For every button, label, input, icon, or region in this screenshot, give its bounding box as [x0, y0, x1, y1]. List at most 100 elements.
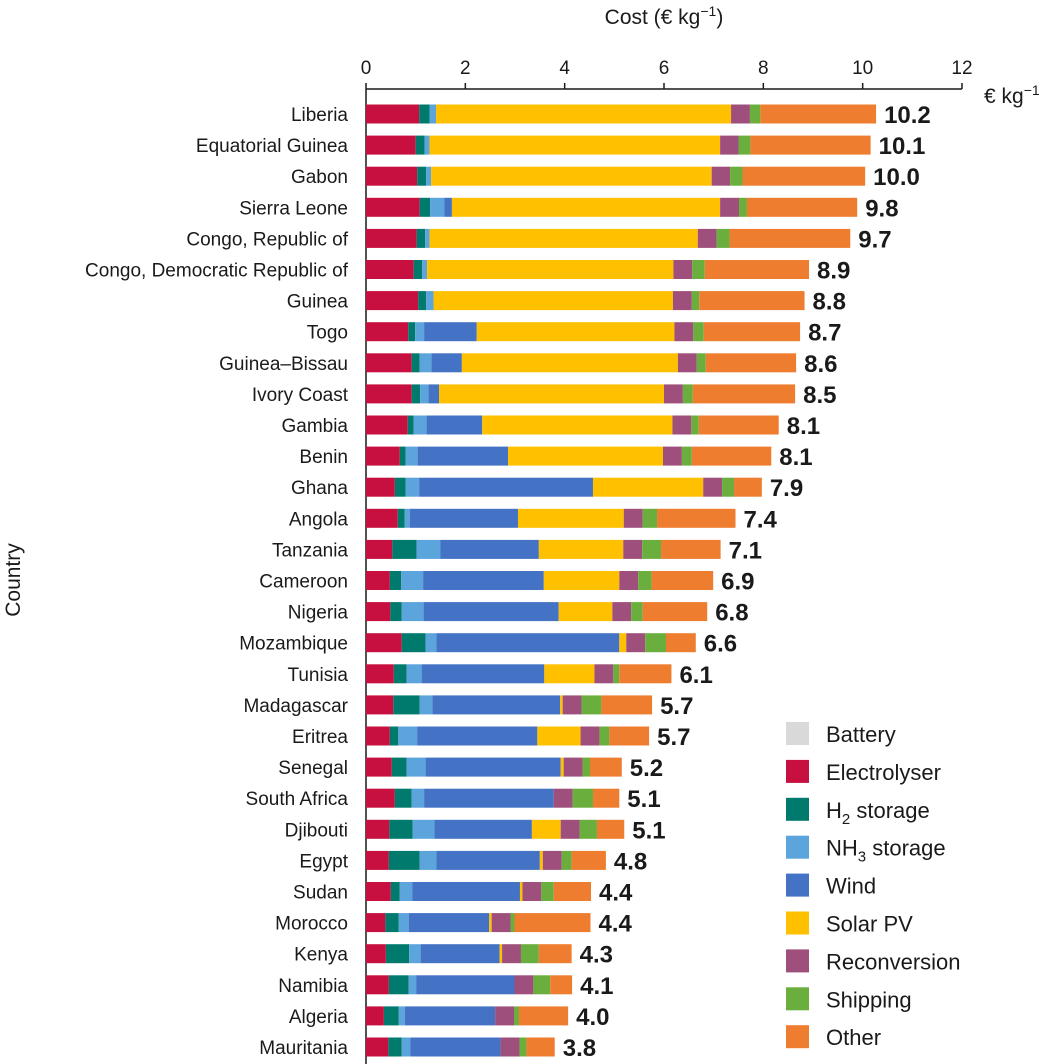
bar-segment	[541, 882, 554, 901]
bar-segment	[572, 788, 593, 808]
bar-segment	[522, 882, 542, 901]
bar-segment	[692, 384, 796, 404]
category-label: Gambia	[281, 416, 348, 437]
legend-label: Shipping	[826, 987, 912, 1012]
x-tick-label: 2	[460, 58, 471, 79]
category-label: Cameroon	[259, 572, 348, 593]
bar-segment	[410, 1037, 501, 1057]
total-label: 4.3	[580, 942, 613, 969]
bar-segment	[558, 602, 613, 622]
bar-segment	[682, 384, 693, 404]
bar-row	[366, 757, 622, 777]
bar-segment	[612, 602, 632, 622]
bar-segment	[537, 726, 581, 746]
bar-segment	[431, 166, 712, 186]
bar-segment	[594, 664, 614, 684]
bar-segment	[366, 850, 389, 870]
bar-segment	[419, 695, 433, 715]
bar-segment	[526, 1037, 555, 1057]
total-label: 4.1	[580, 973, 613, 1000]
bar-segment	[428, 384, 440, 404]
bar-segment	[366, 228, 417, 248]
total-label: 8.1	[787, 413, 820, 440]
bar-segment	[427, 260, 674, 279]
bar-row	[366, 260, 810, 279]
total-label: 8.1	[779, 444, 812, 471]
bar-segment	[677, 353, 697, 373]
bar-segment	[742, 166, 866, 186]
bar-segment	[543, 571, 620, 590]
total-label: 10.0	[873, 164, 920, 191]
bar-segment	[560, 757, 564, 777]
x-axis-title: Cost (€ kg−1)	[605, 3, 724, 29]
bar-segment	[638, 571, 652, 590]
bar-segment	[398, 913, 409, 933]
bar-segment	[651, 571, 714, 590]
bar-row	[366, 1037, 555, 1057]
bar-segment	[391, 757, 407, 777]
bar-segment	[406, 664, 422, 684]
total-label: 8.9	[817, 258, 850, 285]
bar-segment	[366, 882, 391, 901]
bar-row	[366, 228, 851, 248]
bar-segment	[366, 726, 390, 746]
category-label: Kenya	[294, 945, 348, 966]
bar-row	[366, 571, 714, 590]
bar-row	[366, 104, 877, 124]
bar-segment	[510, 913, 515, 933]
bar-segment	[366, 571, 390, 590]
bar-row	[366, 944, 572, 964]
total-label: 4.4	[599, 880, 633, 907]
bar-segment	[417, 166, 427, 186]
bar-segment	[439, 384, 664, 404]
total-label: 5.7	[657, 724, 690, 751]
bar-segment	[436, 104, 732, 124]
bar-segment	[508, 446, 664, 466]
bar-segment	[366, 353, 412, 373]
bar-segment	[411, 353, 420, 373]
bar-row	[366, 1006, 569, 1026]
bar-segment	[416, 228, 426, 248]
total-label: 7.1	[729, 537, 762, 564]
total-label: 7.9	[770, 475, 803, 502]
total-label: 4.8	[614, 848, 647, 875]
bar-segment	[416, 975, 515, 995]
bar-segment	[681, 446, 692, 466]
legend-swatch	[786, 911, 809, 935]
bar-segment	[539, 850, 543, 870]
legend-item: Electrolyser	[786, 759, 941, 785]
bar-segment	[663, 446, 682, 466]
bar-segment	[553, 882, 591, 901]
bar-segment	[420, 384, 429, 404]
bar-segment	[746, 197, 858, 217]
bar-segment	[691, 415, 699, 435]
bar-segment	[431, 353, 462, 373]
total-label: 6.8	[715, 600, 748, 627]
bar-segment	[705, 353, 797, 373]
bar-segment	[720, 197, 739, 217]
bar-segment	[434, 819, 532, 839]
bar-segment	[366, 1006, 384, 1026]
bar-segment	[581, 695, 602, 715]
bar-segment	[366, 664, 394, 684]
bar-segment	[419, 477, 593, 497]
bar-segment	[411, 788, 425, 808]
category-label: Congo, Democratic Republic of	[85, 261, 349, 282]
bar-segment	[693, 322, 704, 342]
bar-row	[366, 913, 591, 933]
bar-segment	[401, 602, 424, 622]
total-label: 6.9	[721, 569, 754, 596]
bar-row	[366, 819, 625, 839]
legend: Battery Electrolyser H2 storage NH3 storage…	[786, 722, 961, 1050]
bar-segment	[413, 415, 427, 435]
bar-row	[366, 322, 801, 342]
bar-segment	[642, 508, 658, 528]
bar-row	[366, 602, 708, 622]
category-label: Namibia	[278, 976, 348, 997]
bar-segment	[388, 975, 409, 995]
bar-segment	[426, 166, 432, 186]
total-label: 10.2	[884, 102, 931, 129]
bars	[366, 104, 877, 1057]
bar-segment	[729, 228, 851, 248]
bar-segment	[698, 415, 779, 435]
